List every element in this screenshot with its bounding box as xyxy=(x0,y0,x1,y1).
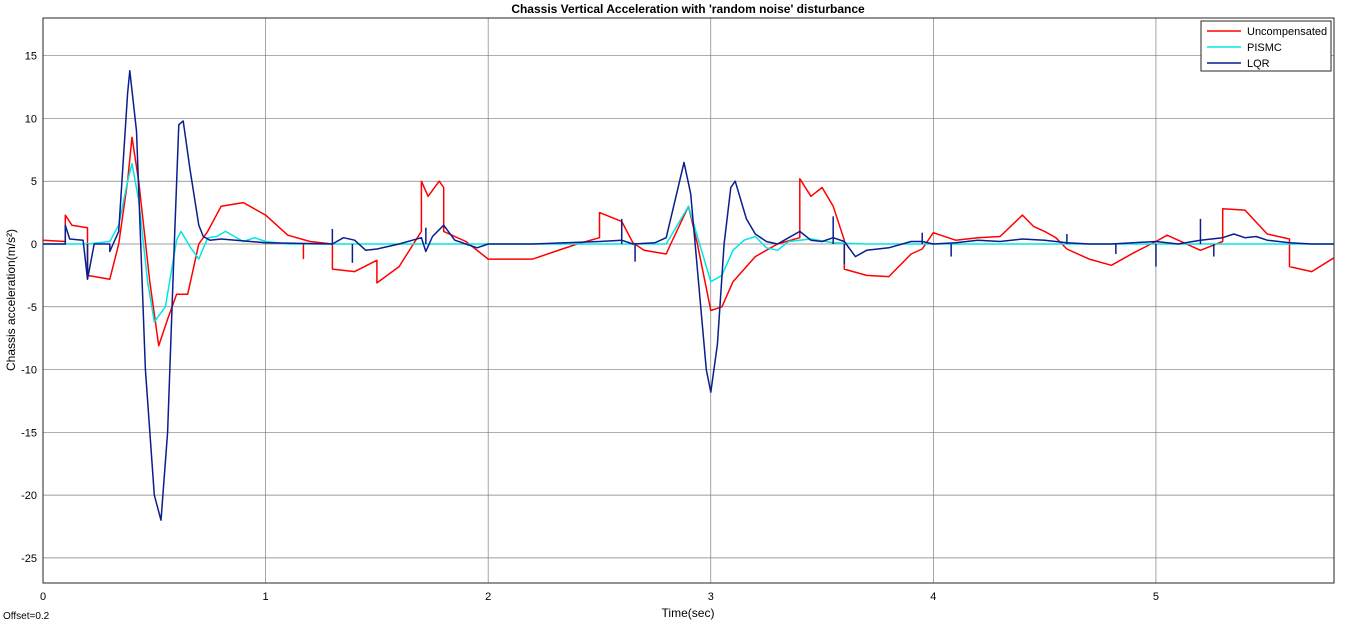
legend: Uncompensated PISMC LQR xyxy=(1200,20,1332,72)
chart-title: Chassis Vertical Acceleration with 'rand… xyxy=(511,2,865,16)
y-tick-label: -5 xyxy=(27,302,37,314)
series-line-lqr xyxy=(43,69,1334,521)
y-tick-label: 5 xyxy=(31,176,37,188)
x-tick-label: 4 xyxy=(930,591,936,603)
legend-label: PISMC xyxy=(1247,42,1282,54)
plot-frame xyxy=(42,17,1335,584)
y-tick-label: 10 xyxy=(25,113,37,125)
y-tick-label: 0 xyxy=(31,239,37,251)
y-axis: -25 -20 -15 -10 -5 0 5 10 15 xyxy=(21,51,37,565)
legend-label: LQR xyxy=(1247,58,1270,70)
plot-area xyxy=(43,18,1334,583)
plot-lines xyxy=(42,69,1335,521)
x-tick-label: 3 xyxy=(708,591,714,603)
x-tick-label: 2 xyxy=(485,591,491,603)
series-line-uncompensated xyxy=(42,136,1335,347)
x-axis-label: Time(sec) xyxy=(662,606,715,620)
y-tick-label: -15 xyxy=(21,427,37,439)
y-tick-label: 15 xyxy=(25,51,37,63)
y-axis-label: Chassis acceleration(m/s²) xyxy=(4,229,18,371)
offset-note: Offset=0.2 xyxy=(3,611,50,622)
y-tick-label: -20 xyxy=(21,490,37,502)
y-tick-label: -25 xyxy=(21,553,37,565)
x-tick-label: 5 xyxy=(1153,591,1159,603)
x-tick-label: 0 xyxy=(40,591,46,603)
x-tick-label: 1 xyxy=(263,591,269,603)
series-line-pismc xyxy=(43,162,1334,323)
legend-label: Uncompensated xyxy=(1247,26,1327,38)
y-tick-label: -10 xyxy=(21,365,37,377)
x-axis: 0 1 2 3 4 5 xyxy=(40,591,1159,603)
grid xyxy=(42,18,1334,583)
